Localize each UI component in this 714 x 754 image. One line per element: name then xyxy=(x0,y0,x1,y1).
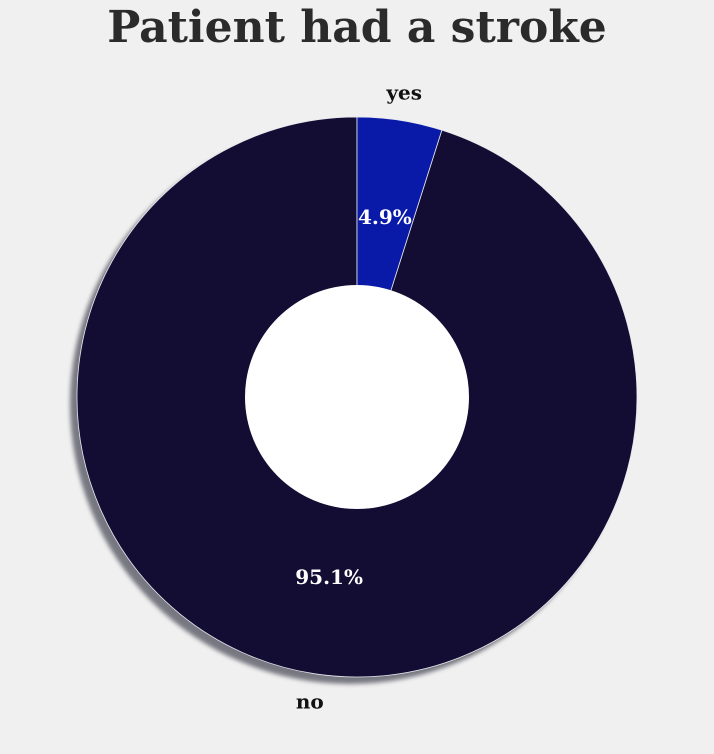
slice-value-label-no: 95.1% xyxy=(295,565,363,589)
slice-value-label-yes: 4.9% xyxy=(358,205,412,229)
slice-label-no: no xyxy=(296,689,324,713)
pie-labels: no 95.1% yes 4.9% xyxy=(295,81,422,714)
slice-label-yes: yes xyxy=(385,81,422,105)
chart-title: Patient had a stroke xyxy=(107,2,607,53)
donut-hole xyxy=(245,285,469,509)
